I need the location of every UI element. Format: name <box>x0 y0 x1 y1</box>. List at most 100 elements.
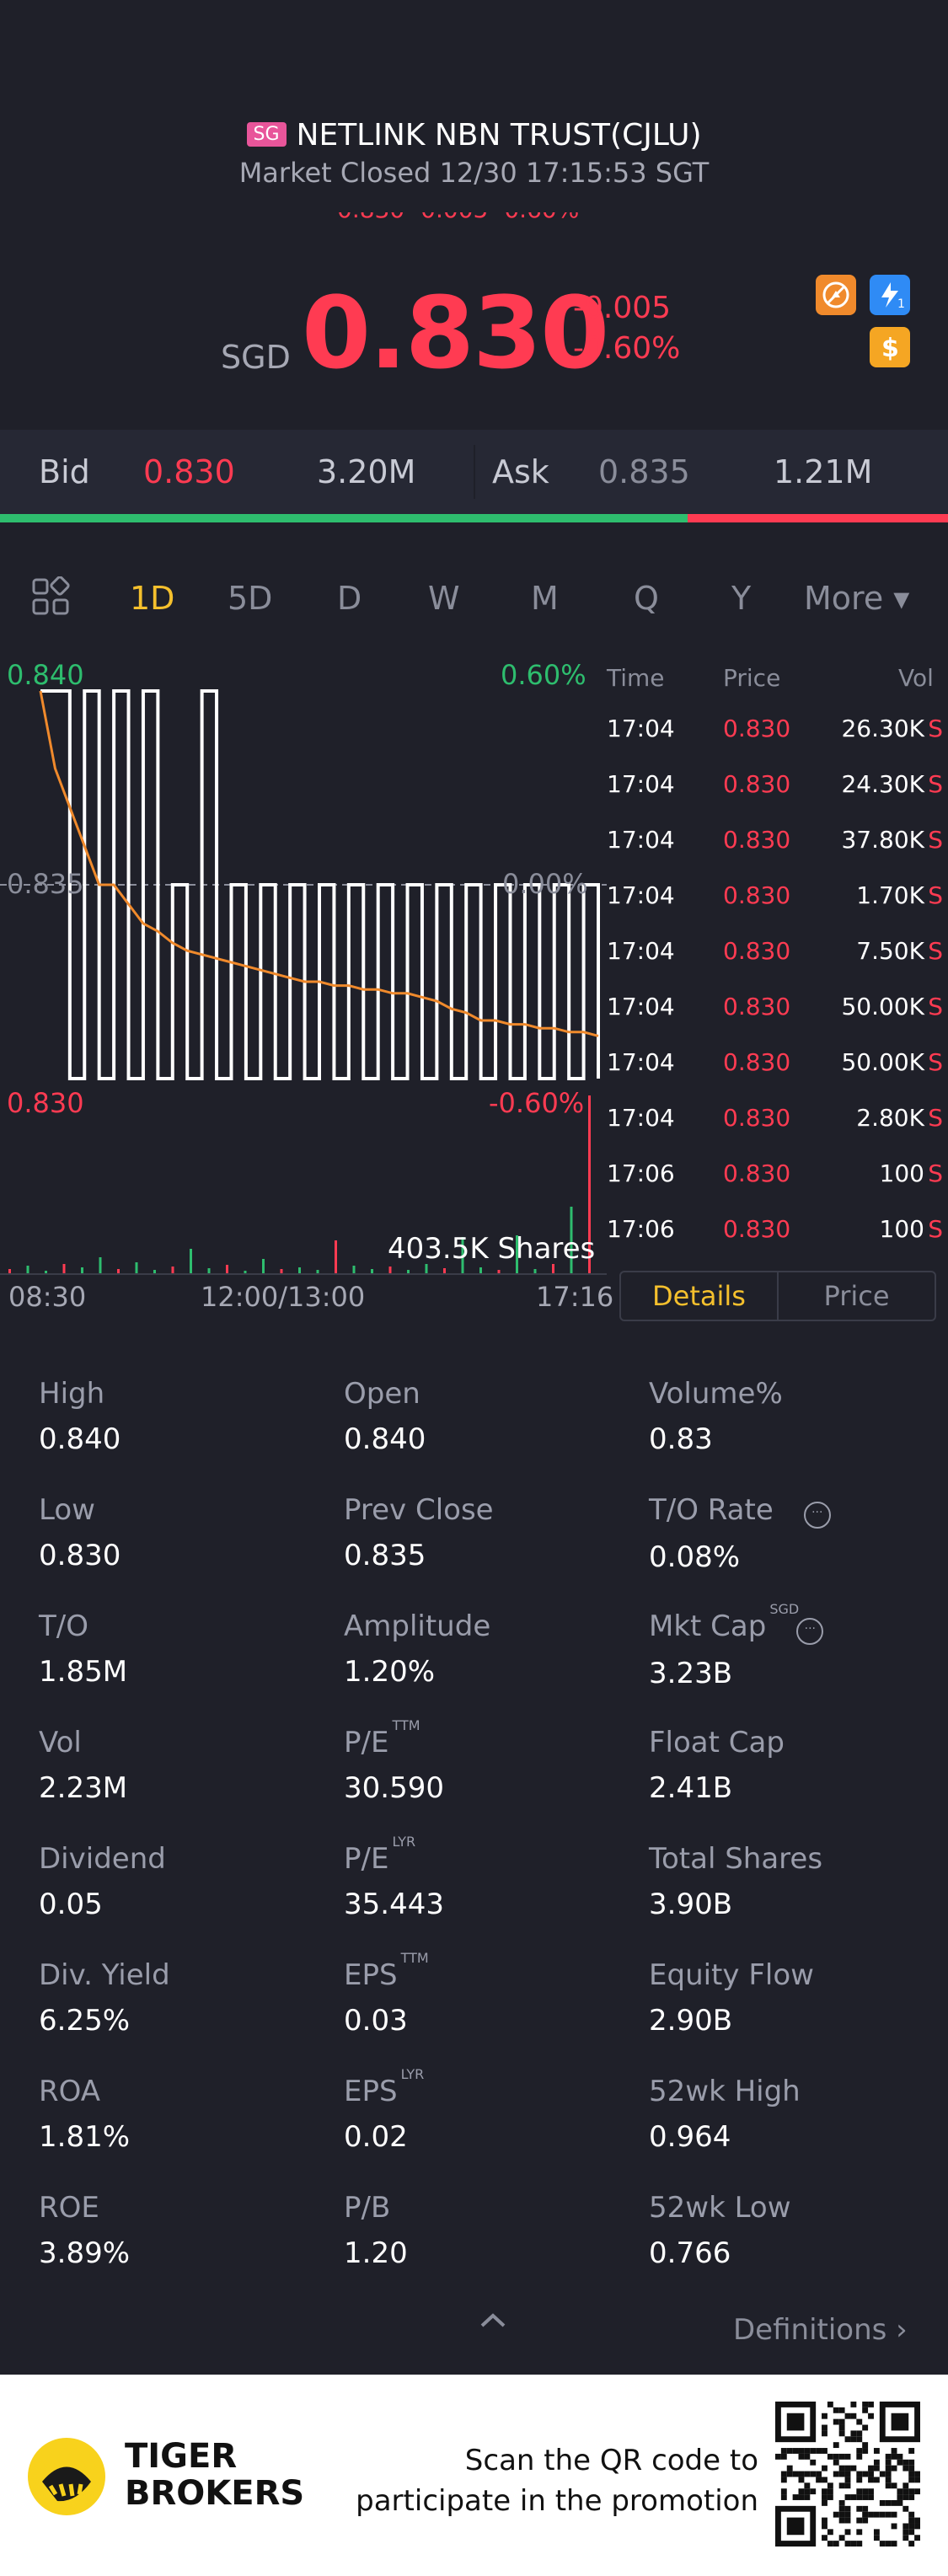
stat-item: Div. Yield 6.25% <box>39 1958 325 2038</box>
stat-value: 6.25% <box>39 2004 131 2038</box>
trade-price: 0.830 <box>723 826 791 854</box>
stat-item: P/B 1.20 <box>344 2191 630 2270</box>
stat-label: ROE <box>39 2191 99 2225</box>
stat-value: 0.02 <box>344 2120 408 2154</box>
volume-bar <box>135 1262 138 1274</box>
stat-label: Low <box>39 1493 95 1527</box>
dollar-icon[interactable]: $ <box>870 327 910 367</box>
trade-price: 0.830 <box>723 1159 791 1187</box>
trade-row: 17:04 0.830 37.80K S <box>607 814 948 870</box>
volume-bar <box>335 1240 337 1274</box>
stat-item: Amplitude 1.20% <box>344 1609 630 1689</box>
tab-day[interactable]: D <box>337 580 362 617</box>
time-mid: 12:00/13:00 <box>201 1281 366 1313</box>
stat-label: EPS TTM <box>344 1950 429 1992</box>
stat-item: Equity Flow 2.90B <box>649 1958 935 2038</box>
ticker-text: 0.830 -0.005 -0.60% <box>337 212 579 223</box>
volume-label: 403.5K Shares <box>388 1232 596 1266</box>
trade-price: 0.830 <box>723 1104 791 1132</box>
trade-price: 0.830 <box>723 1215 791 1243</box>
stat-item: High 0.840 <box>39 1377 325 1456</box>
intraday-chart[interactable]: 0.840 0.60% 0.835 0.00% 0.830 -0.60% 403… <box>0 640 607 1281</box>
toggle-details[interactable]: Details <box>621 1272 779 1320</box>
stat-value: 0.964 <box>649 2120 731 2154</box>
change-block: -0.005 -0.60% <box>573 288 680 369</box>
stat-label: T/O <box>39 1609 88 1643</box>
stat-item: ROA 1.81% <box>39 2075 325 2154</box>
info-more-icon[interactable]: ··· <box>796 1618 824 1645</box>
tab-1d[interactable]: 1D <box>130 580 175 617</box>
trade-price: 0.830 <box>723 881 791 909</box>
definitions-link[interactable]: Definitions › <box>733 2313 908 2347</box>
qr-code[interactable] <box>775 2402 920 2547</box>
trade-side: S <box>928 881 943 909</box>
period-tabs: 1D 5D D W M Q Y More ▾ <box>0 565 948 632</box>
volume-bar <box>262 1259 265 1274</box>
bid-ask-divider <box>474 445 475 499</box>
chart-high-label: 0.840 <box>7 659 84 691</box>
volume-bar <box>8 1269 11 1274</box>
market-status: Market Closed 12/30 17:15:53 SGT <box>238 157 710 189</box>
stat-item: Vol 2.23M <box>39 1726 325 1805</box>
stat-item: EPS TTM 0.03 <box>344 1950 630 2038</box>
trade-volume: 26.30K <box>841 715 924 742</box>
volume-bar <box>226 1265 228 1274</box>
volume-bar <box>425 1264 428 1274</box>
volume-bar <box>26 1266 29 1274</box>
stat-label: Dividend <box>39 1842 166 1876</box>
volume-bar <box>117 1269 120 1274</box>
trade-row: 17:04 0.830 1.70K S <box>607 870 948 925</box>
trade-volume: 24.30K <box>841 770 924 798</box>
bid-price: 0.830 <box>143 453 235 490</box>
trade-side: S <box>928 1104 943 1132</box>
collapse-chevron-icon[interactable] <box>477 2305 509 2338</box>
tiger-logo-icon <box>25 2435 108 2518</box>
tab-5d[interactable]: 5D <box>228 580 273 617</box>
stat-value: 3.89% <box>39 2236 131 2270</box>
trade-side: S <box>928 937 943 965</box>
trade-side: S <box>928 1215 943 1243</box>
trade-row: 17:04 0.830 2.80K S <box>607 1092 948 1148</box>
tab-quarter[interactable]: Q <box>634 580 659 617</box>
info-more-icon[interactable]: ··· <box>803 1502 831 1529</box>
trade-time: 17:04 <box>607 881 675 909</box>
trade-time: 17:04 <box>607 715 675 742</box>
stat-item: P/E TTM 30.590 <box>344 1717 630 1805</box>
trade-time: 17:04 <box>607 1104 675 1132</box>
toggle-price[interactable]: Price <box>823 1280 890 1312</box>
volume-bar <box>588 1095 591 1274</box>
stat-value: 2.23M <box>39 1771 128 1805</box>
trade-price: 0.830 <box>723 1048 791 1076</box>
chart-high-pct: 0.60% <box>501 659 586 691</box>
trade-row: 17:06 0.830 100 S <box>607 1203 948 1259</box>
tab-month[interactable]: M <box>531 580 559 617</box>
key-stats: High 0.840 Low 0.830 T/O 1.85M Vol 2.23M Dividen… <box>0 1365 948 2372</box>
no-margin-icon[interactable] <box>816 275 856 315</box>
layout-grid-icon[interactable] <box>30 576 71 624</box>
tab-week[interactable]: W <box>428 580 460 617</box>
stat-label-superscript: TTM <box>400 1950 429 1966</box>
tab-year[interactable]: Y <box>731 580 752 617</box>
stat-item: T/O 1.85M <box>39 1609 325 1689</box>
stat-item: Float Cap 2.41B <box>649 1726 935 1805</box>
stat-item: Total Shares 3.90B <box>649 1842 935 1921</box>
trade-side: S <box>928 770 943 798</box>
volume-bar <box>516 1235 518 1274</box>
trade-time: 17:06 <box>607 1159 675 1187</box>
ask-size: 1.21M <box>774 453 873 490</box>
trade-side: S <box>928 993 943 1020</box>
tab-more[interactable]: More ▾ <box>804 580 910 617</box>
flash-icon[interactable]: 1 <box>870 275 910 315</box>
trade-volume: 37.80K <box>841 826 924 854</box>
trade-volume: 2.80K <box>856 1104 924 1132</box>
stat-item: Prev Close 0.835 <box>344 1493 630 1572</box>
stat-label-superscript: LYR <box>400 2066 425 2082</box>
chart-prev-pct: 0.00% <box>502 868 588 900</box>
stat-item: Open 0.840 <box>344 1377 630 1456</box>
stat-value: 3.90B <box>649 1888 733 1921</box>
stat-value: 1.85M <box>39 1655 128 1689</box>
stat-label: Total Shares <box>649 1842 823 1876</box>
trade-side: S <box>928 826 943 854</box>
stat-value: 2.41B <box>649 1771 733 1805</box>
chevron-right-icon: › <box>896 2313 908 2347</box>
